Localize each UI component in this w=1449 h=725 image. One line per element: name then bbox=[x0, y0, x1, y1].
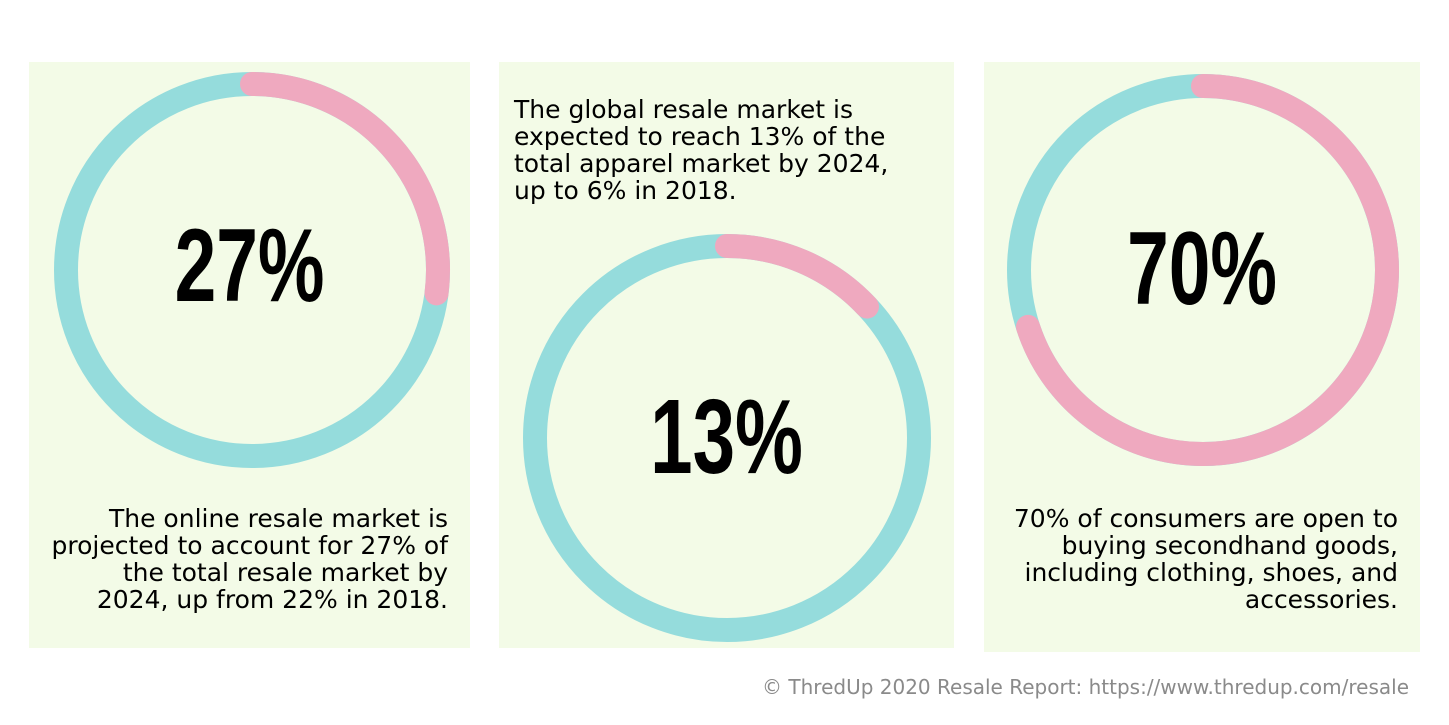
stat-description-online-resale: The online resale market is projected to… bbox=[51, 504, 448, 614]
stat-value-27: 27% bbox=[174, 208, 325, 324]
stat-panel-online-resale: 27% The online resale market is projecte… bbox=[29, 62, 470, 648]
donut-slice-13 bbox=[715, 234, 879, 319]
donut-chart-27 bbox=[54, 72, 450, 468]
donut-chart-70 bbox=[1007, 74, 1399, 466]
stat-value-13: 13% bbox=[650, 378, 803, 496]
source-credit: © ThredUp 2020 Resale Report: https://ww… bbox=[762, 675, 1409, 699]
donut-slice-70 bbox=[1016, 74, 1399, 466]
stat-value-70: 70% bbox=[1127, 211, 1277, 327]
stat-panel-global-resale: The global resale market is expected to … bbox=[499, 62, 954, 648]
stat-panel-consumers-open: 70% 70% of consumers are open to buying … bbox=[984, 62, 1420, 652]
donut-chart-13 bbox=[523, 234, 931, 642]
stat-description-global-resale: The global resale market is expected to … bbox=[514, 95, 889, 205]
donut-slice-27 bbox=[240, 72, 450, 306]
stat-description-consumers-open: 70% of consumers are open to buying seco… bbox=[1013, 504, 1398, 614]
